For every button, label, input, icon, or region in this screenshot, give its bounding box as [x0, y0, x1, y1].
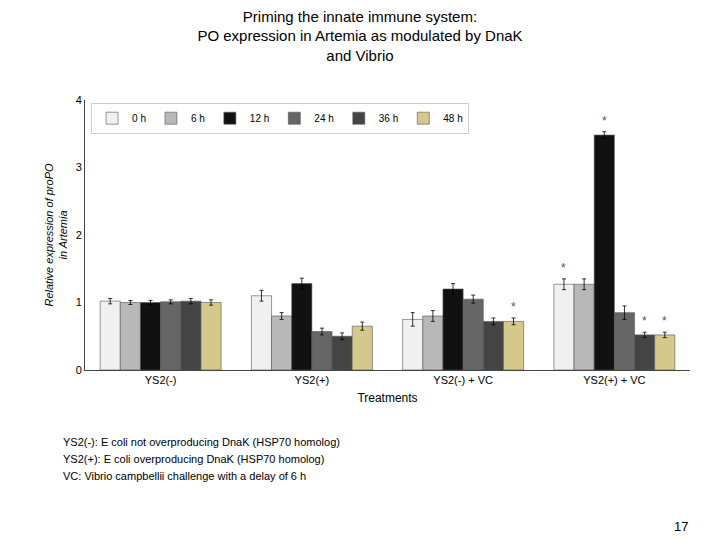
svg-text:0 h: 0 h	[132, 113, 146, 124]
svg-text:Priming the innate immune syst: Priming the innate immune system:PO expr…	[197, 8, 522, 64]
svg-text:36 h: 36 h	[379, 113, 398, 124]
svg-text:24 h: 24 h	[314, 113, 333, 124]
svg-text:YS2(-): YS2(-)	[145, 374, 177, 386]
svg-text:12 h: 12 h	[250, 113, 269, 124]
svg-text:YS2(-): E coli not overproduci: YS2(-): E coli not overproducing DnaK (H…	[63, 436, 340, 448]
svg-text:VC: Vibrio campbellii challeng: VC: Vibrio campbellii challenge with a d…	[63, 470, 306, 482]
svg-text:YS2(+): E coli overproducing D: YS2(+): E coli overproducing DnaK (HSP70…	[63, 453, 324, 465]
svg-text:YS2(+) + VC: YS2(+) + VC	[583, 374, 645, 386]
svg-text:6 h: 6 h	[191, 113, 205, 124]
svg-text:Relative expression of proPOin: Relative expression of proPOin Artemia	[43, 163, 69, 307]
svg-text:4: 4	[76, 94, 82, 106]
svg-text:*: *	[602, 114, 607, 128]
svg-text:*: *	[511, 300, 516, 314]
svg-text:*: *	[561, 261, 566, 275]
svg-text:1: 1	[76, 296, 82, 308]
svg-text:17: 17	[674, 519, 688, 534]
svg-text:Treatments: Treatments	[357, 391, 417, 405]
svg-text:0: 0	[76, 364, 82, 376]
svg-text:YS2(+): YS2(+)	[295, 374, 330, 386]
svg-text:*: *	[662, 314, 667, 328]
svg-text:3: 3	[76, 161, 82, 173]
svg-text:2: 2	[76, 229, 82, 241]
svg-text:*: *	[642, 314, 647, 328]
svg-text:48 h: 48 h	[443, 113, 462, 124]
svg-text:YS2(-) + VC: YS2(-) + VC	[433, 374, 493, 386]
